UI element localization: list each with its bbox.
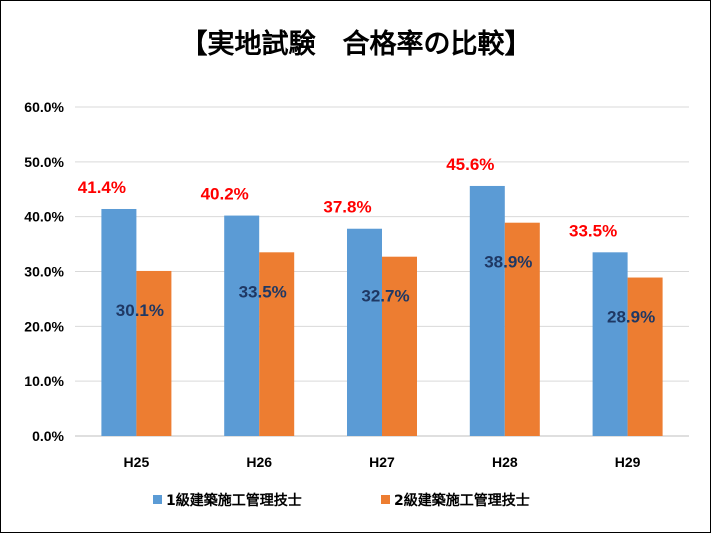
data-label-series-1: 40.2% [201, 185, 249, 204]
y-tick-label: 60.0% [24, 99, 64, 115]
y-tick-label: 0.0% [32, 428, 64, 444]
bars [101, 185, 663, 436]
x-tick-label: H25 [124, 454, 150, 470]
data-label-series-1: 33.5% [569, 221, 617, 240]
data-label-series-2: 32.7% [361, 287, 409, 306]
bar-series-1 [101, 208, 137, 436]
x-tick-label: H27 [369, 454, 395, 470]
x-axis-ticks: H25 H26 H27 H28 H29 [124, 454, 641, 470]
x-tick-label: H29 [615, 454, 641, 470]
bar-series-2 [136, 270, 172, 436]
y-tick-label: 20.0% [24, 318, 64, 334]
legend-swatch-series-2 [381, 495, 390, 504]
data-label-series-2: 30.1% [116, 301, 164, 320]
chart-title: 【実地試験 合格率の比較】 [181, 28, 532, 60]
y-tick-label: 10.0% [24, 373, 64, 389]
data-label-series-1: 45.6% [446, 155, 494, 174]
bar-series-1 [347, 228, 382, 436]
bar-series-1 [592, 252, 628, 436]
bar-series-2 [627, 277, 663, 436]
data-label-series-1: 37.8% [323, 198, 371, 217]
data-labels: 41.4% 30.1% 40.2% 33.5% 37.8% 32.7% 45.6% 38.9%… [78, 155, 655, 327]
bar-series-1 [224, 215, 260, 436]
bar-series-1 [469, 185, 505, 436]
legend-swatch-series-1 [153, 495, 162, 504]
y-tick-label: 40.0% [24, 209, 64, 225]
data-label-series-2: 28.9% [607, 308, 655, 327]
data-label-series-2: 33.5% [239, 282, 287, 301]
legend-label-series-1: 1級建築施工管理技士 [166, 492, 302, 509]
y-tick-label: 50.0% [24, 154, 64, 170]
data-label-series-2: 38.9% [484, 253, 532, 272]
data-label-series-1: 41.4% [78, 178, 126, 197]
x-tick-label: H26 [246, 454, 272, 470]
y-tick-label: 30.0% [24, 264, 64, 280]
y-axis-ticks: 0.0% 10.0% 20.0% 30.0% 40.0% 50.0% 60.0% [24, 99, 64, 444]
bar-series-2 [504, 222, 540, 436]
legend: 1級建築施工管理技士 2級建築施工管理技士 [153, 492, 530, 509]
x-tick-label: H28 [492, 454, 518, 470]
legend-label-series-2: 2級建築施工管理技士 [394, 492, 530, 509]
bar-series-2 [382, 256, 417, 436]
bar-series-2 [259, 252, 295, 436]
